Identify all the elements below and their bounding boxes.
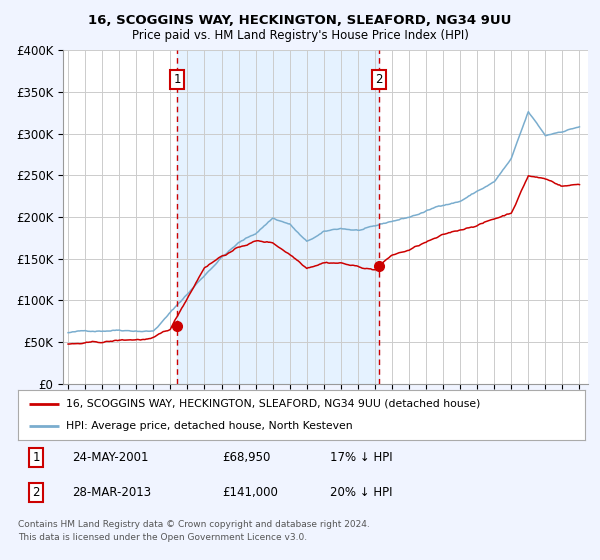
Text: £68,950: £68,950 (222, 451, 271, 464)
Text: 16, SCOGGINS WAY, HECKINGTON, SLEAFORD, NG34 9UU (detached house): 16, SCOGGINS WAY, HECKINGTON, SLEAFORD, … (66, 399, 481, 409)
Text: 16, SCOGGINS WAY, HECKINGTON, SLEAFORD, NG34 9UU: 16, SCOGGINS WAY, HECKINGTON, SLEAFORD, … (88, 14, 512, 27)
Text: 2: 2 (375, 73, 383, 86)
Text: £141,000: £141,000 (222, 486, 278, 500)
Text: 2: 2 (32, 486, 40, 500)
Text: 24-MAY-2001: 24-MAY-2001 (72, 451, 148, 464)
Text: Price paid vs. HM Land Registry's House Price Index (HPI): Price paid vs. HM Land Registry's House … (131, 29, 469, 42)
Text: 20% ↓ HPI: 20% ↓ HPI (330, 486, 392, 500)
Text: Contains HM Land Registry data © Crown copyright and database right 2024.: Contains HM Land Registry data © Crown c… (18, 520, 370, 529)
Text: HPI: Average price, detached house, North Kesteven: HPI: Average price, detached house, Nort… (66, 421, 353, 431)
Text: 17% ↓ HPI: 17% ↓ HPI (330, 451, 392, 464)
Text: 28-MAR-2013: 28-MAR-2013 (72, 486, 151, 500)
Text: This data is licensed under the Open Government Licence v3.0.: This data is licensed under the Open Gov… (18, 533, 307, 542)
Text: 1: 1 (32, 451, 40, 464)
Bar (177, 50, 379, 384)
Text: 1: 1 (173, 73, 181, 86)
